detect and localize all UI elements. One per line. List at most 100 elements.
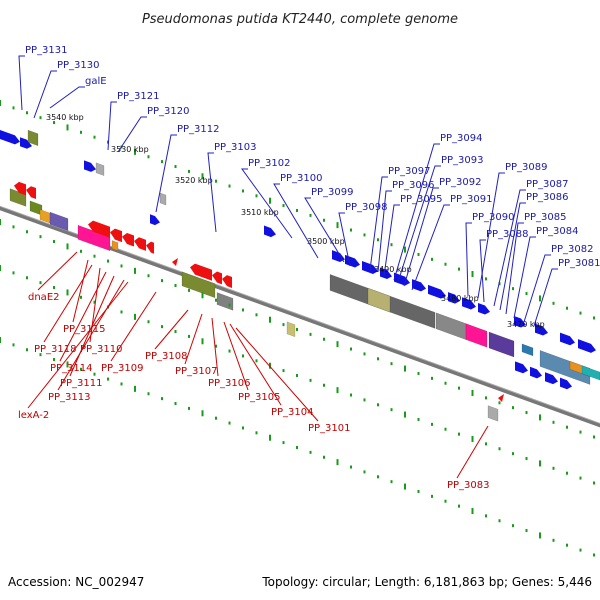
top-gene-label: PP_3095 (400, 194, 443, 205)
bottom-gene-label: PP_3105 (238, 392, 281, 403)
scale-tick (444, 262, 447, 266)
strand-tick (390, 362, 393, 366)
strand-tick (269, 434, 271, 441)
scale-tick (525, 292, 528, 296)
scale-tick (174, 165, 177, 169)
strand-tick (120, 264, 123, 268)
strand-tick (566, 425, 568, 429)
top-gene-label: PP_3099 (311, 187, 354, 198)
scale-label: 3500 kbp (307, 237, 345, 246)
strand-tick (39, 353, 42, 357)
reverse-gene-arrow (146, 241, 154, 254)
top-gene-label: PP_3120 (147, 106, 190, 117)
scale-tick (147, 320, 150, 324)
top-gene-label: PP_3091 (450, 194, 493, 205)
scale-tick (0, 100, 1, 106)
reverse-gene-arrow (14, 181, 26, 196)
scale-tick (242, 189, 244, 193)
bottom-leader-line (154, 309, 189, 350)
strand-tick (26, 230, 28, 234)
bottom-gene-label: PP_3115 (63, 324, 106, 335)
strand-tick (336, 459, 339, 466)
strand-tick (12, 343, 15, 347)
strand-tick (444, 499, 447, 503)
top-gene-label: PP_3112 (177, 124, 220, 135)
strand-tick (309, 332, 312, 336)
strand-tick (444, 381, 447, 385)
scale-tick (188, 334, 190, 338)
forward-gene-arrow (394, 272, 410, 286)
gene-block-blue (521, 343, 534, 357)
top-leader-line (18, 55, 25, 111)
strand-tick (134, 267, 136, 274)
bottom-gene-label: PP_3113 (48, 392, 91, 403)
strand-tick (80, 367, 82, 371)
top-gene-label: PP_3089 (505, 162, 548, 173)
strand-tick (174, 284, 177, 288)
scale-tick (269, 197, 271, 204)
top-gene-label: PP_3103 (214, 142, 257, 153)
scale-tick (282, 204, 285, 208)
forward-gene-arrow (535, 323, 548, 336)
strand-tick (255, 431, 258, 435)
scale-tick (80, 130, 82, 134)
scale-tick (336, 222, 339, 229)
scale-tick (593, 316, 595, 320)
scale-tick (53, 121, 55, 125)
strand-tick (566, 543, 568, 547)
scale-tick (444, 427, 447, 431)
strand-tick (458, 386, 460, 390)
scale-tick (566, 471, 568, 475)
scale-tick (539, 460, 541, 467)
reverse-gene-arrow (222, 275, 232, 288)
strand-tick (282, 441, 285, 445)
scale-tick (309, 378, 312, 382)
top-gene-label: PP_3130 (57, 60, 100, 71)
gene-block-gray (487, 405, 499, 422)
strand-tick (12, 225, 15, 229)
scale-tick (363, 398, 366, 402)
bottom-gene-label: PP_3118 (34, 344, 77, 355)
strand-tick (417, 489, 420, 493)
strand-tick (53, 358, 55, 362)
bottom-leader-line (59, 271, 107, 362)
top-leader-line (49, 86, 85, 109)
strand-tick (107, 377, 109, 381)
scale-tick (458, 432, 460, 436)
scale-tick (525, 457, 528, 461)
forward-gene-arrow (545, 372, 558, 385)
gene-labels: PP_3131 PP_3130 galE PP_3121 PP_3120 PP_3112 P… (18, 45, 600, 491)
strand-tick (282, 323, 285, 327)
chromosome-backbone (0, 206, 600, 428)
bottom-leader-line (184, 313, 203, 365)
forward-gene-arrow (478, 302, 490, 315)
map-title: Pseudomonas putida KT2440, complete geno… (142, 12, 458, 27)
scale-tick (363, 233, 366, 237)
scale-tick (498, 447, 501, 451)
scale-label: 3490 kbp (374, 265, 412, 274)
scale-tick (66, 124, 69, 131)
top-gene-label: PP_3093 (441, 155, 484, 166)
strand-tick (66, 243, 69, 250)
strand-tick (498, 519, 501, 523)
forward-gene-arrow (150, 214, 160, 226)
strand-tick (147, 392, 150, 396)
strand-tick (26, 348, 28, 352)
strand-tick (0, 219, 1, 225)
strand-tick (242, 426, 244, 430)
strand-tick (188, 406, 190, 410)
accession-text: Accession: NC_002947 (8, 575, 144, 589)
strand-tick (404, 365, 406, 372)
top-gene-label: PP_3082 (551, 244, 594, 255)
top-leader-line (273, 183, 319, 259)
scale-tick (255, 194, 258, 198)
scale-tick (431, 257, 433, 261)
strand-tick (201, 410, 204, 417)
strand-tick (215, 298, 217, 302)
scale-tick (228, 349, 231, 353)
strand-tick (161, 397, 163, 401)
scale-tick (215, 179, 217, 183)
scale-tick (336, 387, 339, 394)
